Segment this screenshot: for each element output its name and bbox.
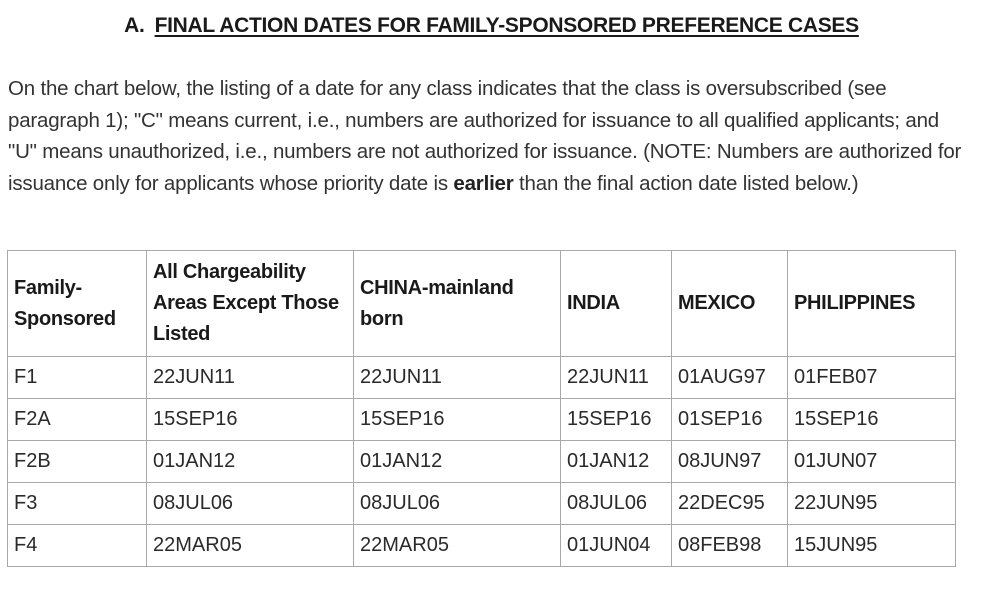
row-category: F2A [7, 398, 147, 441]
cell-india: 01JAN12 [560, 440, 672, 483]
header-china: CHINA-mainland born [353, 250, 561, 357]
section-title: FINAL ACTION DATES FOR FAMILY-SPONSORED … [154, 14, 860, 37]
table-header-row: Family-Sponsored All Chargeability Areas… [7, 250, 956, 357]
intro-paragraph: On the chart below, the listing of a dat… [8, 73, 968, 199]
table-row: F3 08JUL06 08JUL06 08JUL06 22DEC95 22JUN… [7, 482, 956, 525]
section-heading: A. FINAL ACTION DATES FOR FAMILY-SPONSORE… [0, 14, 983, 38]
intro-emphasis: earlier [453, 171, 514, 195]
cell-mexico: 22DEC95 [671, 482, 788, 525]
cell-mexico: 01AUG97 [671, 356, 788, 399]
cell-all-chargeability: 01JAN12 [146, 440, 354, 483]
cell-mexico: 08JUN97 [671, 440, 788, 483]
final-action-dates-table: Family-Sponsored All Chargeability Areas… [7, 250, 956, 567]
cell-china: 22JUN11 [353, 356, 561, 399]
row-category: F3 [7, 482, 147, 525]
table-row: F4 22MAR05 22MAR05 01JUN04 08FEB98 15JUN… [7, 524, 956, 567]
row-category: F1 [7, 356, 147, 399]
cell-china: 22MAR05 [353, 524, 561, 567]
section-letter: A. [124, 14, 145, 37]
cell-mexico: 01SEP16 [671, 398, 788, 441]
cell-all-chargeability: 22MAR05 [146, 524, 354, 567]
cell-india: 08JUL06 [560, 482, 672, 525]
cell-india: 15SEP16 [560, 398, 672, 441]
cell-mexico: 08FEB98 [671, 524, 788, 567]
cell-china: 15SEP16 [353, 398, 561, 441]
intro-text-part2: than the final action date listed below.… [513, 171, 859, 195]
header-mexico: MEXICO [671, 250, 788, 357]
row-category: F2B [7, 440, 147, 483]
table-row: F1 22JUN11 22JUN11 22JUN11 01AUG97 01FEB… [7, 356, 956, 399]
cell-china: 01JAN12 [353, 440, 561, 483]
intro-text-part1: On the chart below, the listing of a dat… [8, 77, 962, 195]
header-all-chargeability: All Chargeability Areas Except Those Lis… [146, 250, 354, 357]
header-philippines: PHILIPPINES [787, 250, 956, 357]
table-row: F2B 01JAN12 01JAN12 01JAN12 08JUN97 01JU… [7, 440, 956, 483]
cell-all-chargeability: 22JUN11 [146, 356, 354, 399]
cell-philippines: 15JUN95 [787, 524, 956, 567]
cell-india: 01JUN04 [560, 524, 672, 567]
cell-philippines: 01FEB07 [787, 356, 956, 399]
cell-india: 22JUN11 [560, 356, 672, 399]
cell-china: 08JUL06 [353, 482, 561, 525]
header-india: INDIA [560, 250, 672, 357]
row-category: F4 [7, 524, 147, 567]
cell-philippines: 22JUN95 [787, 482, 956, 525]
cell-all-chargeability: 15SEP16 [146, 398, 354, 441]
cell-philippines: 01JUN07 [787, 440, 956, 483]
cell-all-chargeability: 08JUL06 [146, 482, 354, 525]
cell-philippines: 15SEP16 [787, 398, 956, 441]
header-family-sponsored: Family-Sponsored [7, 250, 147, 357]
table-row: F2A 15SEP16 15SEP16 15SEP16 01SEP16 15SE… [7, 398, 956, 441]
